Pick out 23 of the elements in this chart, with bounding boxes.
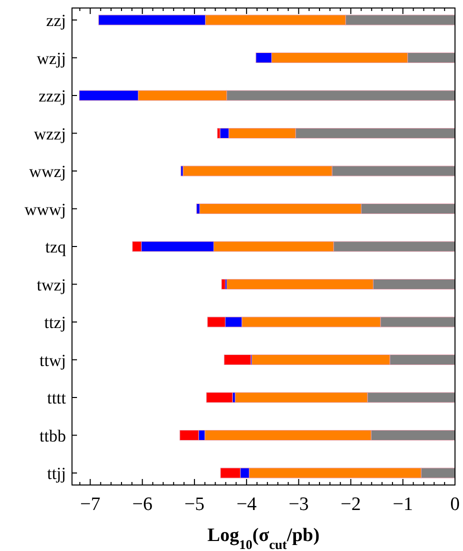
x-tick-label: 0 — [450, 494, 460, 515]
x-tick-label: −5 — [184, 494, 205, 515]
y-tick-label: wwwj — [24, 200, 66, 219]
bar — [206, 392, 233, 403]
y-tick-label: twzj — [36, 275, 66, 294]
y-tick-label: tttt — [47, 388, 66, 408]
y-tick-label: ttjj — [47, 464, 66, 483]
y-tick-label: ttzj — [44, 313, 66, 332]
y-tick-label: zzj — [46, 11, 66, 30]
x-tick-label: −6 — [132, 494, 152, 515]
y-tick-label: tzq — [45, 238, 66, 256]
y-tick-label: wwzj — [29, 162, 66, 181]
y-tick-label: wzjj — [36, 48, 66, 68]
x-tick-label: −1 — [392, 494, 413, 515]
x-tick-label: −7 — [80, 494, 100, 515]
x-tick-label: −3 — [288, 494, 309, 515]
x-tick-label: −4 — [236, 494, 258, 515]
y-tick-label: ttwj — [40, 350, 66, 370]
x-axis-title: Log$_{10}$(σ$_{cut}$/pb) — [207, 525, 320, 551]
y-tick-label: ttbb — [40, 426, 66, 446]
y-tick-label: zzzj — [38, 86, 66, 106]
x-tick-label: −2 — [340, 494, 361, 515]
y-tick-label: wzzj — [34, 124, 66, 144]
